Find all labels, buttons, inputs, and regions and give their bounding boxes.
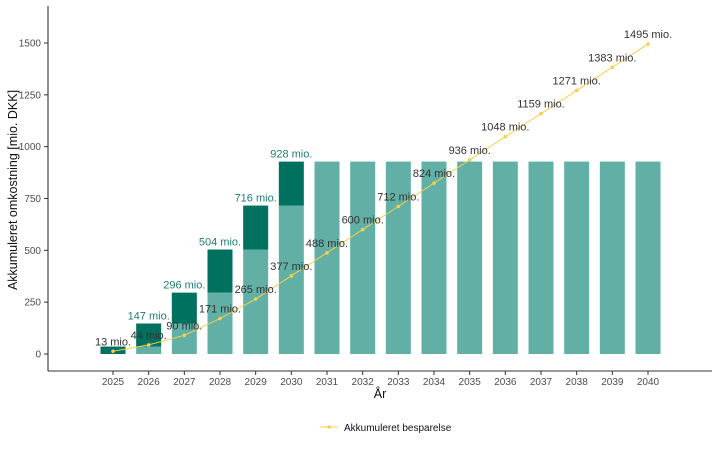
- x-tick-label-2032: 2032: [352, 377, 375, 388]
- savings-point-2038: [574, 88, 579, 93]
- savings-point-2026: [146, 343, 151, 347]
- savings-label-2039: 1383 mio.: [588, 52, 636, 64]
- savings-label-2026: 44 mio.: [131, 330, 167, 342]
- savings-point-2032: [360, 227, 365, 232]
- bar-new-2026: [136, 323, 162, 347]
- savings-label-2036: 1048 mio.: [481, 122, 529, 134]
- savings-line: [111, 42, 650, 354]
- savings-point-2030: [289, 274, 294, 278]
- y-axis-title: Akkumuleret omkostning [mio. DKK]: [6, 90, 20, 290]
- savings-point-2027: [182, 333, 187, 338]
- y-tick-label-1000: 1000: [19, 142, 42, 153]
- x-tick-label-2037: 2037: [530, 377, 553, 388]
- bar-new-2029: [243, 205, 269, 250]
- legend-label: Akkumuleret besparelse: [344, 423, 452, 434]
- bar-new-2027: [171, 292, 197, 324]
- y-tick-label-250: 250: [24, 298, 41, 309]
- bar-previous-2030: [278, 205, 304, 354]
- bar-label-2029: 716 mio.: [235, 193, 277, 205]
- bar-new-2028: [207, 249, 233, 293]
- y-tick-label-1500: 1500: [19, 39, 42, 50]
- savings-label-2034: 824 mio.: [413, 168, 455, 180]
- savings-point-2039: [610, 65, 615, 70]
- y-tick-label-750: 750: [24, 194, 41, 205]
- savings-point-2031: [325, 251, 329, 255]
- axes: [47, 6, 712, 372]
- legend: Akkumuleret besparelse: [320, 423, 452, 434]
- x-tick-label-2039: 2039: [601, 377, 624, 388]
- bar-previous-2027: [171, 323, 197, 354]
- bar-previous-2029: [243, 249, 269, 354]
- bar-previous-2033: [385, 161, 411, 354]
- savings-label-2037: 1159 mio.: [517, 99, 565, 111]
- x-axis-title: År: [374, 386, 387, 401]
- savings-label-2029: 265 mio.: [235, 284, 277, 296]
- savings-point-2036: [503, 134, 508, 139]
- savings-label-2028: 171 mio.: [199, 304, 241, 316]
- savings-point-2025: [111, 349, 115, 354]
- savings-point-2034: [432, 181, 436, 185]
- savings-line-path: [112, 43, 649, 352]
- bar-previous-2036: [492, 161, 518, 354]
- bar-previous-2026: [136, 346, 162, 354]
- savings-label-2027: 90 mio.: [166, 320, 202, 332]
- x-tick-label-2033: 2033: [387, 377, 410, 388]
- y-tick-label-1250: 1250: [19, 90, 42, 101]
- y-tick-label-500: 500: [24, 246, 41, 257]
- x-tick-label-2038: 2038: [566, 377, 589, 388]
- bar-previous-2028: [207, 292, 233, 354]
- savings-point-2033: [396, 204, 401, 209]
- savings-point-2040: [646, 42, 650, 46]
- x-tick-label-2027: 2027: [173, 377, 196, 388]
- bar-label-2028: 504 mio.: [199, 237, 241, 249]
- bar-previous-2038: [564, 161, 590, 354]
- x-tick-label-2026: 2026: [138, 377, 161, 388]
- bar-previous-2031: [314, 161, 340, 354]
- x-tick-label-2030: 2030: [280, 377, 303, 388]
- bar-label-2026: 147 mio.: [128, 311, 170, 323]
- savings-point-2029: [253, 297, 258, 301]
- x-tick-label-2031: 2031: [316, 377, 339, 388]
- bar-previous-2037: [528, 161, 554, 354]
- y-tick-label-0: 0: [35, 350, 41, 361]
- savings-label-2033: 712 mio.: [377, 191, 419, 203]
- bar-label-2027: 296 mio.: [163, 280, 205, 292]
- bar-new-2030: [278, 161, 304, 206]
- x-ticks: 2025 2026 2027 2028 2029 2030 2031 2032 2033 2034…: [102, 371, 660, 388]
- bar-previous-2039: [599, 161, 625, 354]
- bar-previous-2034: [421, 161, 447, 354]
- x-tick-label-2028: 2028: [209, 377, 232, 388]
- x-tick-label-2029: 2029: [245, 377, 268, 388]
- x-tick-label-2025: 2025: [102, 377, 125, 388]
- savings-label-2032: 600 mio.: [342, 215, 384, 227]
- x-tick-label-2035: 2035: [459, 377, 482, 388]
- savings-label-2038: 1271 mio.: [553, 75, 601, 87]
- x-tick-label-2036: 2036: [494, 377, 517, 388]
- bar-previous-2035: [457, 161, 483, 354]
- data-labels: 147 mio. 296 mio. 504 mio. 716 mio. 928 mio.…: [95, 29, 672, 348]
- savings-point-2037: [539, 111, 543, 116]
- x-tick-label-2040: 2040: [637, 377, 660, 388]
- savings-label-2031: 488 mio.: [306, 238, 348, 250]
- bar-previous-2040: [635, 161, 661, 354]
- savings-label-2035: 936 mio.: [449, 145, 491, 157]
- bars: [100, 161, 661, 354]
- savings-point-2028: [218, 316, 222, 321]
- savings-label-2030: 377 mio.: [270, 261, 312, 273]
- y-ticks: 0 250 500 750 1000 1250 1500: [19, 39, 48, 361]
- x-tick-label-2034: 2034: [423, 377, 446, 388]
- bar-label-2030: 928 mio.: [270, 149, 312, 161]
- savings-label-2025: 13 mio.: [95, 336, 131, 348]
- legend-point-swatch: [327, 425, 331, 429]
- savings-label-2040: 1495 mio.: [624, 29, 672, 41]
- bar-previous-2032: [350, 161, 376, 354]
- savings-point-2035: [467, 158, 472, 162]
